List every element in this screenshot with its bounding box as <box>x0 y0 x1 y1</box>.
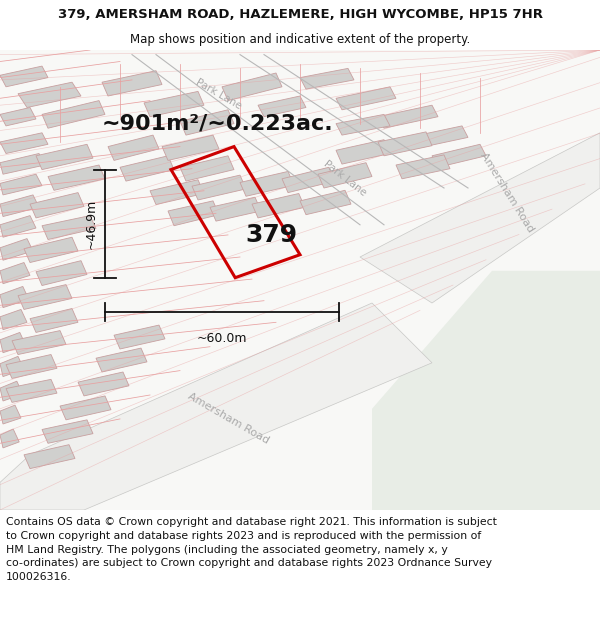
Text: Park Lane: Park Lane <box>322 159 368 199</box>
Polygon shape <box>36 144 93 169</box>
Polygon shape <box>0 107 36 126</box>
Polygon shape <box>120 156 174 181</box>
Polygon shape <box>0 356 24 377</box>
Polygon shape <box>6 379 57 402</box>
Polygon shape <box>210 198 261 221</box>
Polygon shape <box>6 354 57 379</box>
Polygon shape <box>378 132 432 156</box>
Text: Amersham Road: Amersham Road <box>185 391 271 446</box>
Polygon shape <box>300 190 351 214</box>
Polygon shape <box>0 195 39 216</box>
Polygon shape <box>78 372 129 396</box>
Polygon shape <box>18 82 81 107</box>
Polygon shape <box>432 144 486 168</box>
Text: Park Lane: Park Lane <box>194 77 244 111</box>
Polygon shape <box>0 216 36 238</box>
Polygon shape <box>300 68 354 89</box>
Polygon shape <box>378 105 438 128</box>
Polygon shape <box>18 284 72 309</box>
Polygon shape <box>0 405 21 424</box>
Polygon shape <box>0 309 27 329</box>
Polygon shape <box>12 331 66 354</box>
Polygon shape <box>180 110 234 135</box>
Polygon shape <box>0 154 45 174</box>
Polygon shape <box>360 132 600 303</box>
Text: Contains OS data © Crown copyright and database right 2021. This information is : Contains OS data © Crown copyright and d… <box>6 518 497 582</box>
Polygon shape <box>372 271 600 510</box>
Polygon shape <box>24 444 75 469</box>
Text: ~60.0m: ~60.0m <box>197 331 247 344</box>
Text: 379, AMERSHAM ROAD, HAZLEMERE, HIGH WYCOMBE, HP15 7HR: 379, AMERSHAM ROAD, HAZLEMERE, HIGH WYCO… <box>58 8 542 21</box>
Polygon shape <box>252 194 305 218</box>
Polygon shape <box>408 126 468 149</box>
Polygon shape <box>162 135 219 161</box>
Polygon shape <box>24 238 78 262</box>
Polygon shape <box>36 261 87 286</box>
Polygon shape <box>336 87 396 110</box>
Polygon shape <box>60 396 111 420</box>
Polygon shape <box>0 66 48 87</box>
Polygon shape <box>0 174 42 195</box>
Polygon shape <box>282 168 335 192</box>
Polygon shape <box>192 175 246 200</box>
Polygon shape <box>0 286 29 308</box>
Polygon shape <box>180 156 234 181</box>
Polygon shape <box>0 332 26 352</box>
Text: Amersham Road: Amersham Road <box>478 151 536 234</box>
Polygon shape <box>0 262 30 284</box>
Polygon shape <box>0 429 19 448</box>
Polygon shape <box>258 96 306 117</box>
Polygon shape <box>318 162 372 188</box>
Polygon shape <box>42 420 93 443</box>
Polygon shape <box>0 239 33 260</box>
Polygon shape <box>96 348 147 372</box>
Polygon shape <box>336 140 390 164</box>
Polygon shape <box>108 135 159 161</box>
Polygon shape <box>42 101 105 128</box>
Polygon shape <box>144 91 204 117</box>
Polygon shape <box>168 201 219 226</box>
Polygon shape <box>48 165 105 190</box>
Polygon shape <box>222 73 282 101</box>
Polygon shape <box>396 155 450 179</box>
Polygon shape <box>30 192 84 218</box>
Polygon shape <box>114 325 165 349</box>
Text: Map shows position and indicative extent of the property.: Map shows position and indicative extent… <box>130 32 470 46</box>
Text: ~46.9m: ~46.9m <box>85 199 98 249</box>
Polygon shape <box>336 114 390 135</box>
Polygon shape <box>30 309 78 332</box>
Polygon shape <box>240 171 294 196</box>
Polygon shape <box>42 216 96 239</box>
Polygon shape <box>150 180 204 204</box>
Text: ~901m²/~0.223ac.: ~901m²/~0.223ac. <box>102 114 334 134</box>
Text: 379: 379 <box>245 223 297 247</box>
Polygon shape <box>0 303 432 510</box>
Polygon shape <box>0 132 48 154</box>
Polygon shape <box>0 381 23 401</box>
Polygon shape <box>102 71 162 96</box>
